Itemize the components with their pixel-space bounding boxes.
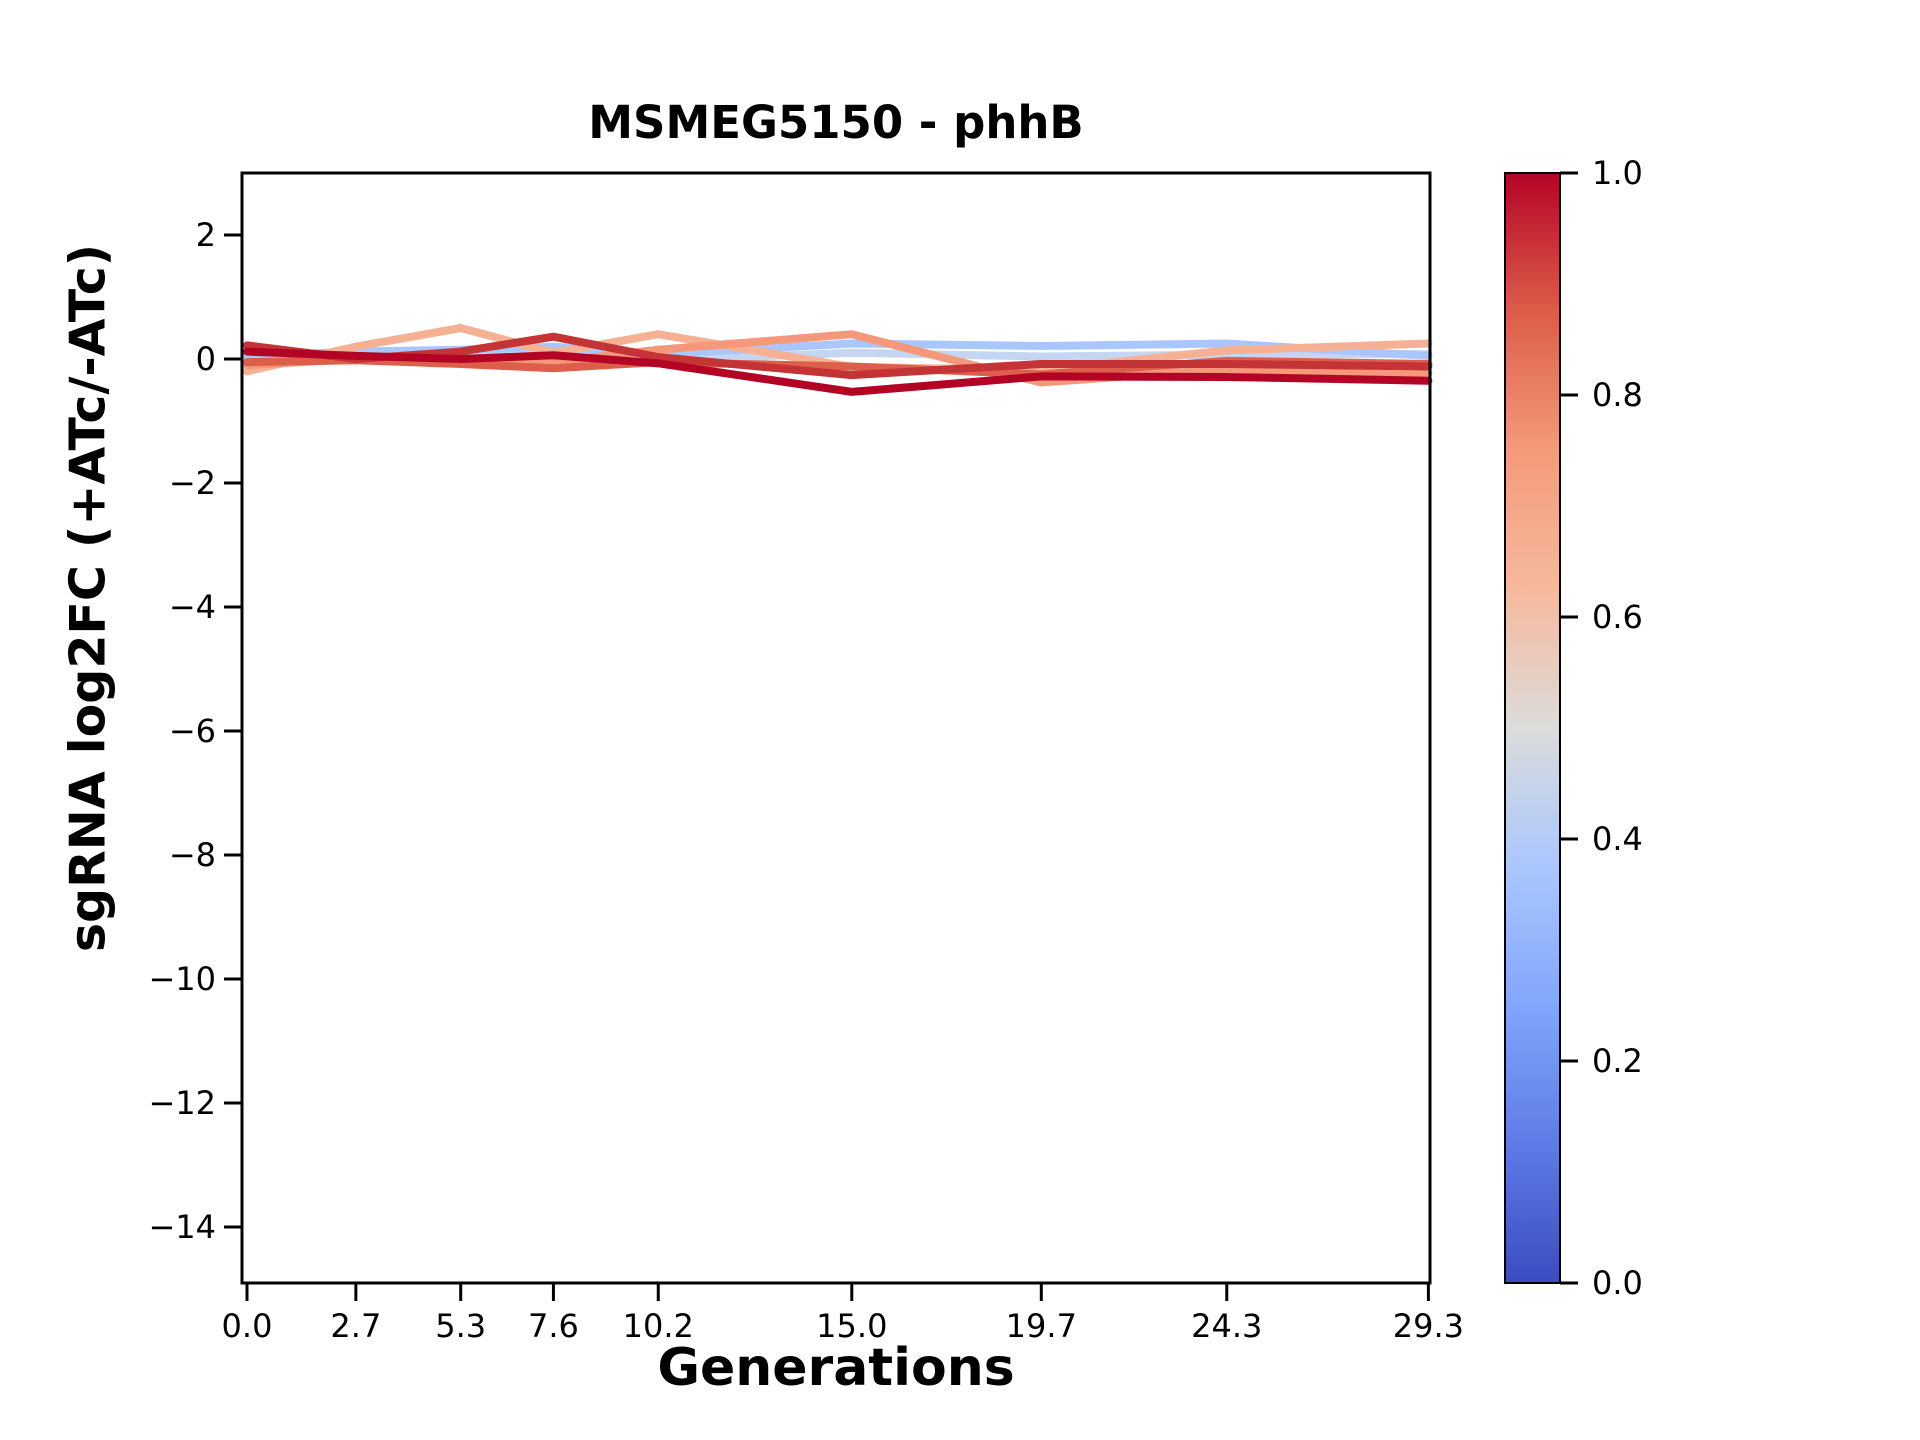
y-tick-label: −6 (169, 712, 216, 750)
colorbar (1504, 172, 1561, 1284)
y-tick-label: −14 (148, 1208, 216, 1246)
axes-spines (240, 171, 1432, 1285)
series-line-7 (243, 347, 1433, 396)
x-tick-label: 10.2 (623, 1307, 694, 1345)
chart-title: MSMEG5150 - phhB (588, 96, 1084, 149)
colorbar-tick-label: 0.2 (1592, 1042, 1643, 1080)
x-tick-label: 2.7 (330, 1307, 381, 1345)
x-tick-label: 5.3 (435, 1307, 486, 1345)
colorbar-tick-label: 1.0 (1592, 154, 1643, 192)
y-tick-label: −2 (169, 464, 216, 502)
y-tick-label: −8 (169, 836, 216, 874)
y-tick-label: −12 (148, 1084, 216, 1122)
x-tick-label: 29.3 (1393, 1307, 1464, 1345)
x-tick-label: 24.3 (1191, 1307, 1262, 1345)
x-tick-label: 19.7 (1006, 1307, 1077, 1345)
colorbar-tick-label: 0.6 (1592, 598, 1643, 636)
x-tick-label: 15.0 (816, 1307, 887, 1345)
series-line-3 (243, 324, 1433, 376)
colorbar-tick-label: 0.8 (1592, 376, 1643, 414)
y-tick-label: −4 (169, 588, 216, 626)
x-tick-label: 0.0 (222, 1307, 273, 1345)
y-tick-label: −10 (148, 960, 216, 998)
x-tick-label: 7.6 (528, 1307, 579, 1345)
x-axis-label: Generations (657, 1338, 1015, 1398)
y-tick-label: 2 (196, 216, 216, 254)
colorbar-tick-label: 0.0 (1592, 1264, 1643, 1302)
colorbar-tick-label: 0.4 (1592, 820, 1643, 858)
y-tick-label: 0 (196, 340, 216, 378)
